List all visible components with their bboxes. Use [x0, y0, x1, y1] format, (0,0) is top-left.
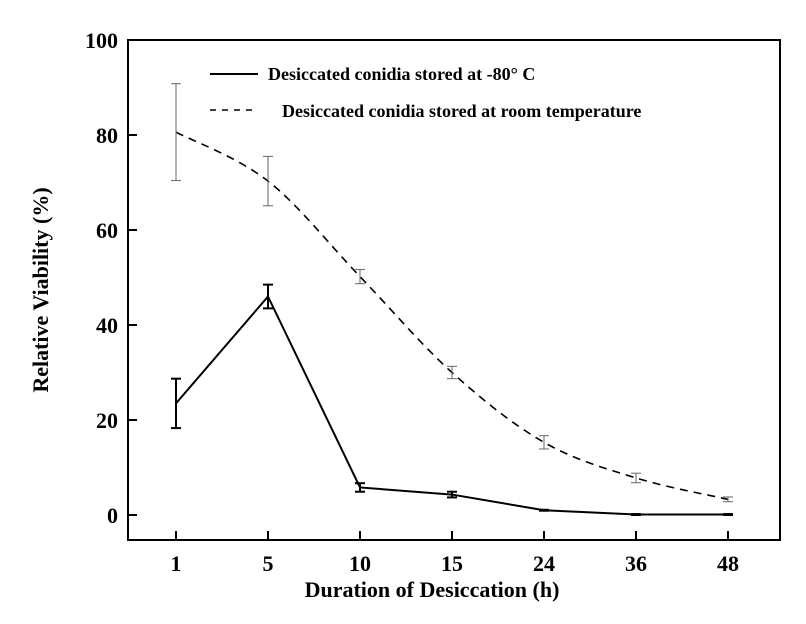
error-bar	[355, 482, 365, 493]
y-axis: 0 20 40 60 80 100	[85, 28, 137, 528]
error-bar	[539, 435, 549, 450]
error-bar	[447, 365, 457, 380]
error-bar	[723, 496, 733, 503]
legend-label-1: Desiccated conidia stored at -80° C	[268, 64, 535, 84]
x-tick-label: 5	[263, 551, 274, 576]
series-2	[171, 83, 733, 503]
series-1	[171, 283, 733, 516]
y-axis-title: Relative Viability (%)	[28, 187, 53, 392]
y-tick-label: 100	[85, 28, 118, 53]
error-bar	[447, 490, 457, 499]
x-tick-label: 36	[625, 551, 647, 576]
error-bar	[263, 283, 273, 310]
legend: Desiccated conidia stored at -80° C Desic…	[210, 64, 641, 121]
x-tick-label: 24	[533, 551, 555, 576]
series-line-2	[175, 131, 729, 501]
series-line-1	[175, 294, 728, 516]
error-bar	[631, 513, 641, 516]
series-group	[171, 83, 733, 516]
y-tick-label: 80	[96, 123, 118, 148]
x-tick-label: 10	[349, 551, 371, 576]
x-tick-label: 48	[717, 551, 739, 576]
y-tick-label: 20	[96, 408, 118, 433]
plot-frame	[127, 39, 781, 541]
error-bar	[539, 508, 549, 512]
legend-label-2: Desiccated conidia stored at room temper…	[282, 101, 641, 121]
error-bar	[355, 268, 365, 285]
error-bar	[171, 83, 181, 182]
x-tick-label: 15	[441, 551, 463, 576]
y-tick-label: 60	[96, 218, 118, 243]
error-bar	[263, 155, 273, 207]
x-axis-title: Duration of Desiccation (h)	[305, 577, 560, 602]
error-bar	[171, 377, 181, 430]
error-bar	[631, 472, 641, 484]
error-bar	[723, 513, 733, 516]
y-tick-label: 0	[107, 503, 118, 528]
x-tick-label: 1	[171, 551, 182, 576]
y-tick-label: 40	[96, 313, 118, 338]
x-axis: 1 5 10 15 24 36 48	[171, 531, 739, 576]
